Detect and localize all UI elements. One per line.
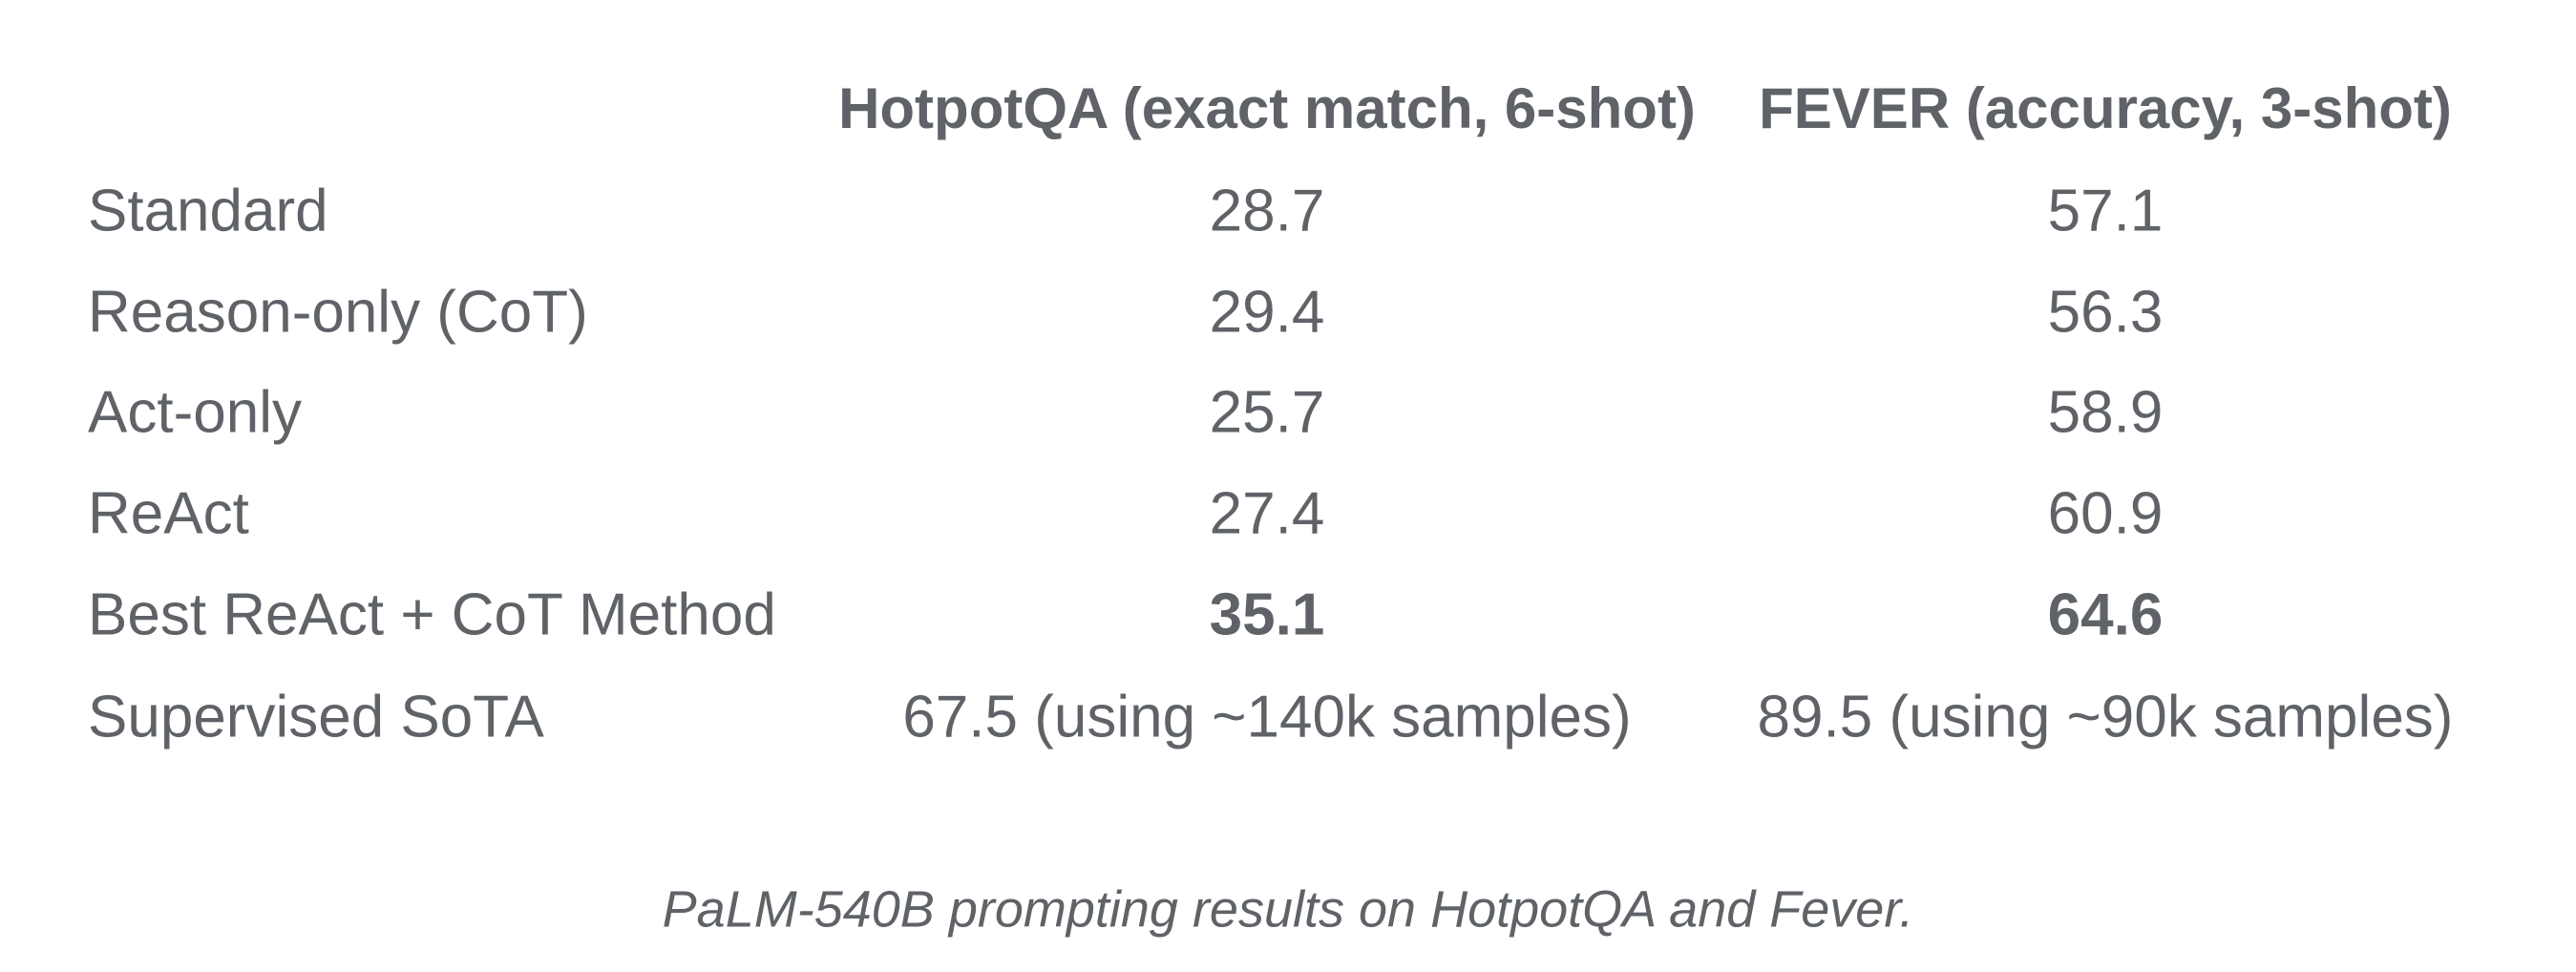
row-label: ReAct — [88, 480, 249, 546]
column-header: FEVER (accuracy, 3-shot) — [1759, 76, 2452, 140]
cell: 64.6 — [2048, 581, 2164, 647]
cell: 57.1 — [2048, 178, 2164, 243]
column-header: HotpotQA (exact match, 6-shot) — [838, 76, 1696, 140]
cell: 56.3 — [2048, 279, 2164, 345]
cell: 29.4 — [1210, 279, 1325, 345]
row-label: Standard — [88, 178, 328, 243]
cell: 35.1 — [1210, 581, 1325, 647]
cell: 67.5 (using ~140k samples) — [902, 684, 1631, 750]
caption: PaLM-540B prompting results on HotpotQA … — [663, 880, 1914, 938]
cell: 25.7 — [1210, 379, 1325, 445]
cell: 27.4 — [1210, 480, 1325, 546]
row-label: Act-only — [88, 379, 302, 445]
cell: 60.9 — [2048, 480, 2164, 546]
row-label: Best ReAct + CoT Method — [88, 581, 776, 647]
row-label: Reason-only (CoT) — [88, 279, 588, 345]
cell: 89.5 (using ~90k samples) — [1758, 684, 2454, 750]
cell: 28.7 — [1210, 178, 1325, 243]
row-label: Supervised SoTA — [88, 684, 545, 750]
cell: 58.9 — [2048, 379, 2164, 445]
